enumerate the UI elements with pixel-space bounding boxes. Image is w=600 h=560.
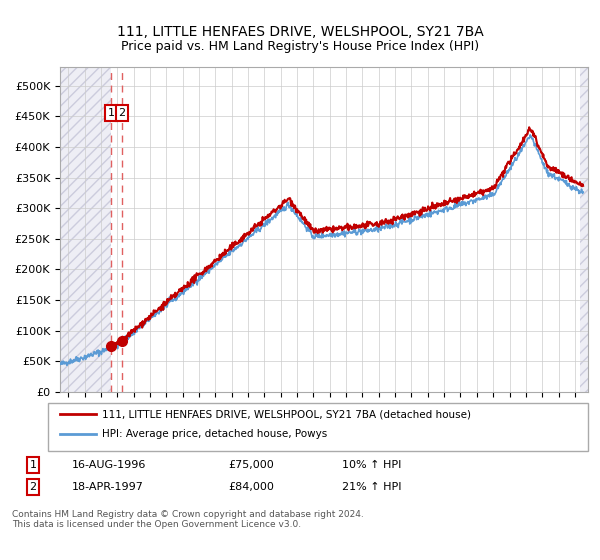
- Text: £75,000: £75,000: [228, 460, 274, 470]
- Text: 10% ↑ HPI: 10% ↑ HPI: [342, 460, 401, 470]
- Text: HPI: Average price, detached house, Powys: HPI: Average price, detached house, Powy…: [102, 429, 327, 439]
- Text: Price paid vs. HM Land Registry's House Price Index (HPI): Price paid vs. HM Land Registry's House …: [121, 40, 479, 53]
- Bar: [580, 67, 588, 392]
- Text: 1: 1: [107, 108, 115, 118]
- Text: 111, LITTLE HENFAES DRIVE, WELSHPOOL, SY21 7BA (detached house): 111, LITTLE HENFAES DRIVE, WELSHPOOL, SY…: [102, 409, 471, 419]
- Text: 1: 1: [29, 460, 37, 470]
- Text: 16-AUG-1996: 16-AUG-1996: [72, 460, 146, 470]
- Bar: [60, 67, 111, 392]
- Text: 18-APR-1997: 18-APR-1997: [72, 482, 144, 492]
- Text: 111, LITTLE HENFAES DRIVE, WELSHPOOL, SY21 7BA: 111, LITTLE HENFAES DRIVE, WELSHPOOL, SY…: [116, 25, 484, 39]
- Text: £84,000: £84,000: [228, 482, 274, 492]
- Text: Contains HM Land Registry data © Crown copyright and database right 2024.
This d: Contains HM Land Registry data © Crown c…: [12, 510, 364, 529]
- Text: 2: 2: [29, 482, 37, 492]
- Text: 21% ↑ HPI: 21% ↑ HPI: [342, 482, 401, 492]
- Text: 2: 2: [118, 108, 125, 118]
